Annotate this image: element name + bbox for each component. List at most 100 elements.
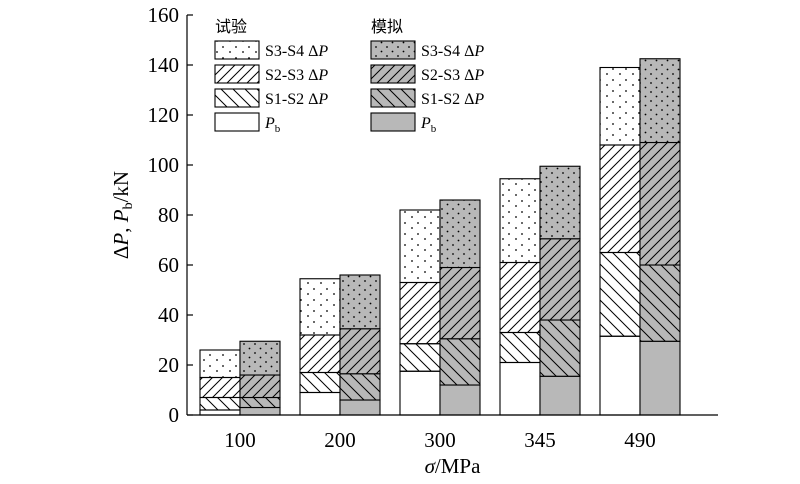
legend-swatch-simulation-s3-s4 — [370, 40, 416, 60]
legend-label-symbol: P — [473, 91, 484, 108]
bar-segment-experiment-s1-s2-345 — [499, 331, 541, 364]
bar-segment-experiment-s1-s2-490 — [599, 251, 641, 337]
legend-swatch-simulation-pb — [370, 112, 416, 132]
legend-label-symbol: P — [264, 115, 275, 132]
bar-segment-experiment-pb-300 — [399, 370, 441, 416]
bar-segment-experiment-s2-s3-345 — [499, 261, 541, 334]
legend-title-simulation: 模拟 — [371, 18, 403, 36]
bar-segment-simulation-s2-s3-200 — [339, 328, 381, 375]
legend-label-symbol: P — [317, 43, 328, 60]
bar-segment-experiment-pb-490 — [599, 335, 641, 416]
bar-segment-simulation-s1-s2-100 — [239, 396, 281, 409]
y-tick-label: 80 — [158, 203, 179, 227]
legend-label-symbol: P — [317, 67, 328, 84]
y-tick-label: 120 — [148, 103, 180, 127]
bar-segment-experiment-s3-s4-345 — [499, 178, 541, 264]
x-axis-label: σ/MPa — [425, 454, 482, 478]
legend-swatch-experiment-pb — [214, 112, 260, 132]
bar-segment-simulation-pb-100 — [239, 406, 281, 416]
legend-label-sub: b — [275, 123, 281, 135]
y-tick-label: 40 — [158, 303, 179, 327]
bar-segment-simulation-pb-200 — [339, 399, 381, 416]
bar-segment-experiment-pb-100 — [199, 409, 241, 416]
bar-segment-experiment-s3-s4-490 — [599, 66, 641, 146]
legend-label-prefix: S2-S3 Δ — [265, 67, 318, 84]
legend-label-prefix: S1-S2 Δ — [421, 91, 474, 108]
legend-label-symbol: P — [473, 67, 484, 84]
bar-segment-simulation-s2-s3-490 — [639, 141, 681, 266]
legend-label-prefix: S3-S4 Δ — [265, 43, 318, 60]
bar-segment-simulation-s1-s2-200 — [339, 373, 381, 401]
y-label-unit: /kN — [109, 171, 133, 203]
x-tick-label: 490 — [624, 428, 656, 452]
y-label-pb-sub: b — [121, 202, 136, 209]
legend-label-s3-s4: S3-S4 ΔP — [421, 43, 484, 60]
bar-segment-experiment-pb-345 — [499, 361, 541, 416]
x-tick-label: 200 — [324, 428, 356, 452]
y-ticks: 0 20 40 60 80 100 120 140 160 — [148, 3, 193, 427]
bar-segment-experiment-s1-s2-300 — [399, 343, 441, 372]
legend-label-s2-s3: S2-S3 ΔP — [265, 67, 328, 84]
legend-label-s1-s2: S1-S2 ΔP — [265, 91, 328, 108]
bar-segment-experiment-s3-s4-300 — [399, 209, 441, 284]
bar-segment-simulation-s2-s3-100 — [239, 374, 281, 399]
legend-swatch-experiment-s1-s2 — [214, 88, 260, 108]
legend-label-prefix: S3-S4 Δ — [421, 43, 474, 60]
legend-label-sub: b — [431, 123, 437, 135]
y-label-pb-p: P — [109, 209, 133, 223]
legend-label-s3-s4: S3-S4 ΔP — [265, 43, 328, 60]
legend-label-s2-s3: S2-S3 ΔP — [421, 67, 484, 84]
x-ticks: 100 200 300 345 490 — [224, 428, 656, 452]
x-axis-label-symbol: σ — [425, 454, 437, 478]
bar-segment-simulation-pb-300 — [439, 384, 481, 416]
bars-layer — [199, 58, 681, 416]
legend-label-symbol: P — [473, 43, 484, 60]
bar-segment-simulation-s3-s4-345 — [539, 165, 581, 240]
bar-segment-simulation-s2-s3-345 — [539, 238, 581, 321]
bar-segment-simulation-s3-s4-490 — [639, 58, 681, 144]
y-axis-label: ΔP, Pb/kN — [109, 171, 136, 259]
bar-segment-simulation-pb-490 — [639, 340, 681, 416]
y-tick-label: 20 — [158, 353, 179, 377]
y-tick-label: 100 — [148, 153, 180, 177]
bar-segment-experiment-s2-s3-490 — [599, 144, 641, 254]
bar-segment-experiment-pb-200 — [299, 391, 341, 416]
bar-segment-experiment-s2-s3-100 — [199, 376, 241, 399]
legend-swatch-experiment-s3-s4 — [214, 40, 260, 60]
legend-label-s1-s2: S1-S2 ΔP — [421, 91, 484, 108]
y-tick-label: 60 — [158, 253, 179, 277]
bar-segment-simulation-s3-s4-200 — [339, 274, 381, 330]
bar-segment-experiment-s3-s4-200 — [299, 278, 341, 336]
bar-segment-simulation-s1-s2-300 — [439, 338, 481, 386]
x-tick-label: 300 — [424, 428, 456, 452]
y-tick-label: 140 — [148, 53, 180, 77]
bar-segment-simulation-s1-s2-490 — [639, 264, 681, 342]
legend-label-symbol: P — [420, 115, 431, 132]
legend-label-symbol: P — [317, 91, 328, 108]
bar-segment-experiment-s3-s4-100 — [199, 349, 241, 379]
bar-segment-experiment-s2-s3-200 — [299, 334, 341, 374]
x-tick-label: 100 — [224, 428, 256, 452]
bar-segment-simulation-s3-s4-100 — [239, 340, 281, 376]
legend-label-prefix: S2-S3 Δ — [421, 67, 474, 84]
x-tick-label: 345 — [524, 428, 556, 452]
legend-swatch-simulation-s2-s3 — [370, 64, 416, 84]
legend-label-pb: Pb — [420, 115, 437, 135]
bar-segment-simulation-s3-s4-300 — [439, 199, 481, 269]
bar-segment-simulation-pb-345 — [539, 375, 581, 416]
y-tick-label: 0 — [169, 403, 180, 427]
legend-label-pb: Pb — [264, 115, 281, 135]
legend-title-experiment: 试验 — [215, 18, 247, 36]
bar-segment-experiment-s1-s2-100 — [199, 396, 241, 411]
bar-segment-experiment-s2-s3-300 — [399, 281, 441, 345]
x-axis-label-unit: /MPa — [435, 454, 481, 478]
bar-segment-simulation-s2-s3-300 — [439, 266, 481, 340]
y-label-p: P — [109, 233, 133, 247]
legend-swatch-simulation-s1-s2 — [370, 88, 416, 108]
legend-label-prefix: S1-S2 Δ — [265, 91, 318, 108]
legend-swatch-experiment-s2-s3 — [214, 64, 260, 84]
y-label-delta: Δ — [109, 246, 133, 260]
bar-segment-simulation-s1-s2-345 — [539, 319, 581, 377]
